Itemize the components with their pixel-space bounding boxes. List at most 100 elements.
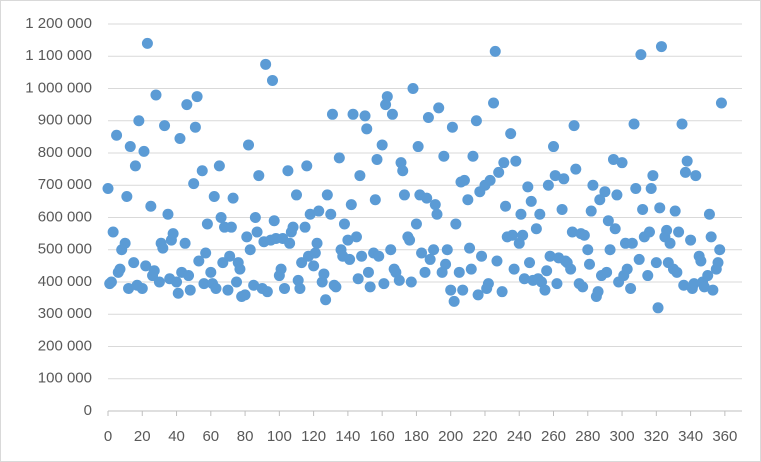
point bbox=[171, 276, 183, 288]
point bbox=[458, 174, 470, 186]
point bbox=[268, 215, 280, 227]
point bbox=[518, 273, 530, 285]
point bbox=[654, 202, 666, 214]
point bbox=[705, 231, 717, 243]
point bbox=[354, 170, 366, 182]
point bbox=[241, 231, 253, 243]
point bbox=[676, 118, 688, 130]
point bbox=[287, 221, 299, 233]
x-tick-label: 20 bbox=[134, 428, 151, 445]
point bbox=[650, 257, 662, 269]
point bbox=[225, 221, 237, 233]
point bbox=[661, 224, 673, 236]
point bbox=[153, 276, 165, 288]
point bbox=[642, 270, 654, 282]
point bbox=[583, 258, 595, 270]
point bbox=[249, 212, 261, 223]
point bbox=[338, 218, 350, 230]
x-tick-label: 300 bbox=[610, 428, 635, 445]
point bbox=[136, 282, 148, 294]
point bbox=[424, 253, 436, 265]
point bbox=[472, 289, 484, 301]
y-tick-label: 500 000 bbox=[38, 241, 92, 258]
x-tick-label: 160 bbox=[370, 428, 395, 445]
y-tick-label: 1 100 000 bbox=[25, 47, 92, 64]
point bbox=[410, 218, 422, 230]
point bbox=[626, 237, 638, 249]
point bbox=[549, 170, 561, 182]
point bbox=[321, 189, 333, 201]
point bbox=[201, 218, 213, 230]
point bbox=[231, 276, 243, 288]
point bbox=[445, 284, 457, 296]
point bbox=[493, 166, 505, 178]
point bbox=[440, 258, 452, 270]
point bbox=[476, 250, 488, 262]
point bbox=[542, 179, 554, 191]
point bbox=[284, 237, 296, 249]
point bbox=[373, 250, 385, 262]
point bbox=[522, 181, 534, 193]
point bbox=[124, 141, 136, 153]
point bbox=[301, 160, 313, 172]
point bbox=[585, 205, 597, 217]
point bbox=[431, 208, 443, 220]
point bbox=[685, 234, 697, 246]
point bbox=[517, 229, 529, 241]
point bbox=[707, 284, 719, 296]
point bbox=[227, 192, 239, 204]
point bbox=[604, 244, 616, 256]
point bbox=[448, 295, 460, 307]
point bbox=[601, 266, 613, 278]
point bbox=[578, 229, 590, 241]
point bbox=[376, 139, 388, 151]
point bbox=[429, 199, 441, 211]
x-tick-label: 60 bbox=[202, 428, 219, 445]
point bbox=[645, 182, 657, 194]
x-tick-label: 180 bbox=[404, 428, 429, 445]
point bbox=[261, 286, 273, 298]
point bbox=[325, 208, 337, 220]
point bbox=[174, 132, 186, 144]
point bbox=[647, 170, 659, 182]
point bbox=[181, 99, 193, 111]
point bbox=[453, 266, 465, 278]
point bbox=[234, 263, 246, 275]
point bbox=[251, 226, 263, 238]
point bbox=[184, 284, 196, 296]
x-tick-label: 200 bbox=[438, 428, 463, 445]
point bbox=[592, 286, 604, 298]
point bbox=[446, 121, 458, 133]
point bbox=[482, 278, 494, 290]
point bbox=[484, 174, 496, 186]
point bbox=[609, 223, 621, 235]
point bbox=[621, 263, 633, 275]
point bbox=[381, 91, 393, 103]
point bbox=[345, 199, 357, 211]
point bbox=[304, 208, 316, 220]
point bbox=[244, 244, 256, 256]
point bbox=[556, 203, 568, 215]
y-tick-label: 100 000 bbox=[38, 370, 92, 387]
point bbox=[652, 302, 664, 314]
y-tick-label: 1 000 000 bbox=[25, 79, 92, 96]
point bbox=[224, 250, 236, 262]
x-tick-label: 340 bbox=[678, 428, 703, 445]
x-tick-label: 260 bbox=[541, 428, 566, 445]
point bbox=[313, 205, 325, 217]
point bbox=[210, 282, 222, 294]
point bbox=[491, 255, 503, 267]
point bbox=[344, 253, 356, 265]
point bbox=[123, 282, 135, 294]
point bbox=[243, 139, 255, 151]
point bbox=[350, 231, 362, 243]
point bbox=[515, 208, 527, 220]
x-tick-label: 80 bbox=[237, 428, 254, 445]
point bbox=[630, 182, 642, 194]
point bbox=[407, 83, 419, 94]
point bbox=[611, 189, 623, 201]
point bbox=[369, 194, 381, 206]
point bbox=[378, 278, 390, 290]
point bbox=[342, 234, 354, 246]
